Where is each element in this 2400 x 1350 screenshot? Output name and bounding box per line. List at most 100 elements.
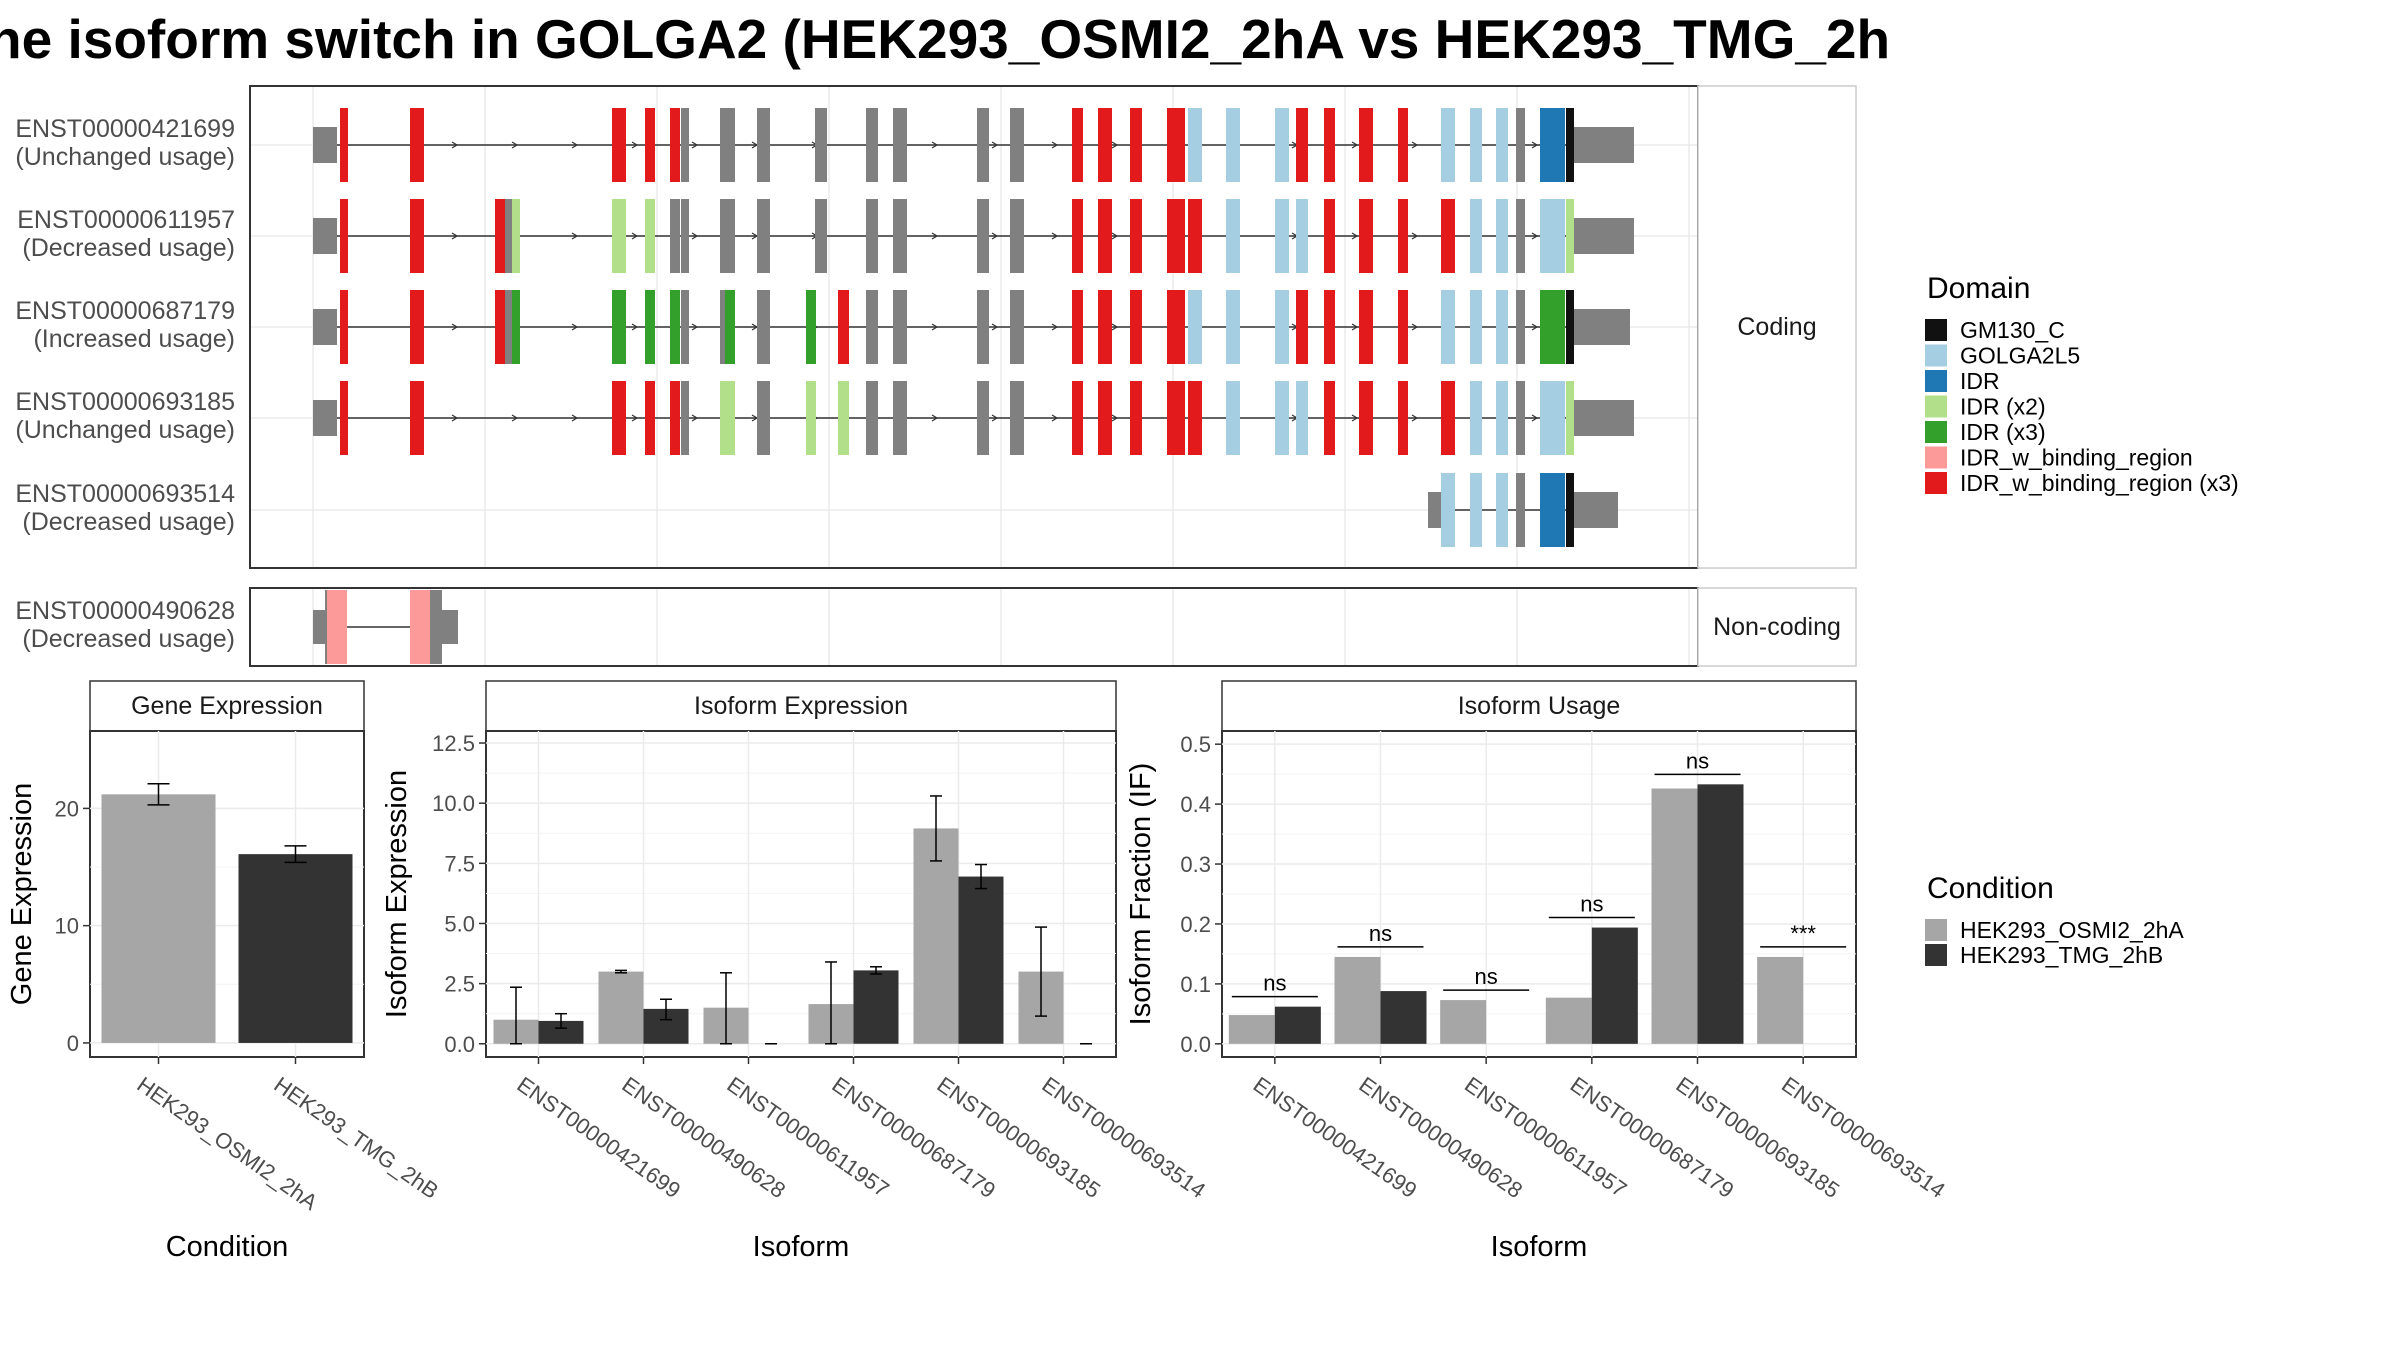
intron-arrow: [451, 414, 459, 422]
bar: [1440, 1000, 1487, 1044]
domain-block: [1441, 381, 1455, 455]
exon-block: [757, 199, 770, 273]
domain-block: [1072, 381, 1083, 455]
bar: [1591, 927, 1638, 1044]
domain-block: [1275, 108, 1289, 182]
domain-block: [1188, 290, 1202, 364]
exon-block: [681, 108, 689, 182]
intron-arrow: [991, 232, 999, 240]
domain-block: [1275, 381, 1289, 455]
bar: [913, 828, 959, 1044]
domain-block: [1167, 199, 1185, 273]
domain-block: [1324, 108, 1335, 182]
significance-label: ns: [1263, 971, 1286, 996]
exon-block: [815, 108, 827, 182]
utr-block: [313, 127, 337, 163]
x-axis-title: Isoform: [1491, 1231, 1588, 1263]
y-axis-title: Gene Expression: [6, 783, 38, 1005]
transcript-id-label: ENST00000693514: [15, 480, 235, 508]
intron-arrow: [931, 232, 939, 240]
bar: [853, 970, 899, 1044]
exon-block: [670, 199, 680, 273]
chart-strip: [485, 680, 1117, 732]
domain-block: [806, 290, 816, 364]
utr-block: [1574, 309, 1630, 345]
y-tick-label: 0.0: [444, 1032, 475, 1057]
domain-legend-swatch: [1925, 446, 1947, 469]
intron-arrow: [691, 141, 699, 149]
domain-block: [340, 290, 348, 364]
y-tick-label: 0.0: [1180, 1032, 1211, 1057]
bar: [238, 854, 353, 1043]
domain-block: [495, 199, 505, 273]
exon-block: [681, 199, 689, 273]
exon-block: [432, 590, 442, 664]
exon-block: [757, 381, 770, 455]
bar: [538, 1020, 584, 1044]
bar: [598, 971, 644, 1044]
domain-block: [1130, 290, 1142, 364]
exon-block: [977, 108, 989, 182]
domain-block: [1359, 290, 1373, 364]
domain-block: [1398, 108, 1408, 182]
domain-block: [1496, 199, 1508, 273]
domain-block: [410, 199, 424, 273]
transcript-usage-label: (Decreased usage): [22, 234, 235, 262]
transcript-usage-label: (Increased usage): [33, 325, 235, 353]
domain-block: [1098, 108, 1112, 182]
domain-block: [1226, 199, 1240, 273]
domain-block: [512, 290, 520, 364]
intron-arrow: [571, 414, 579, 422]
intron-arrow: [631, 232, 639, 240]
domain-block: [1496, 108, 1508, 182]
domain-block: [410, 108, 424, 182]
noncoding-strip: [1697, 587, 1857, 667]
domain-block: [612, 381, 626, 455]
bar: [1380, 991, 1427, 1044]
domain-block: [1441, 473, 1455, 547]
intron-arrow: [571, 141, 579, 149]
condition-legend-swatch: [1925, 944, 1947, 966]
domain-block: [1275, 199, 1289, 273]
exon-block: [1516, 290, 1525, 364]
intron-arrow: [511, 414, 519, 422]
domain-legend-label: IDR (x2): [1960, 394, 2046, 420]
intron-arrow: [1531, 323, 1539, 331]
condition-legend-swatch: [1925, 919, 1947, 941]
intron-arrow: [931, 323, 939, 331]
chart-strip: [89, 680, 365, 732]
intron-arrow: [1531, 141, 1539, 149]
significance-label: ns: [1686, 748, 1709, 773]
domain-block: [838, 381, 849, 455]
intron-arrow: [571, 232, 579, 240]
intron-arrow: [691, 414, 699, 422]
domain-legend-title: Domain: [1927, 272, 2030, 305]
domain-legend-label: IDR: [1960, 368, 2000, 394]
domain-block: [1540, 290, 1565, 364]
domain-block: [1324, 290, 1335, 364]
y-tick-label: 10.0: [432, 791, 475, 816]
intron-arrow: [451, 232, 459, 240]
intron-arrow: [1051, 232, 1059, 240]
intron-arrow: [931, 141, 939, 149]
domain-block: [410, 590, 430, 664]
domain-block: [1296, 199, 1308, 273]
transcript-id-label: ENST00000490628: [15, 597, 235, 625]
intron-arrow: [1351, 141, 1359, 149]
domain-block: [1566, 108, 1574, 182]
chart-title: Isoform Usage: [1458, 692, 1621, 720]
domain-legend-swatch: [1925, 319, 1947, 341]
utr-block: [440, 610, 458, 644]
domain-block: [1470, 381, 1482, 455]
domain-block: [612, 108, 626, 182]
intron-arrow: [1411, 323, 1419, 331]
bar: [101, 794, 216, 1043]
exon-block: [504, 290, 512, 364]
y-tick-label: 0.3: [1180, 852, 1211, 877]
intron-arrow: [691, 232, 699, 240]
intron-arrow: [631, 323, 639, 331]
intron-arrow: [1111, 232, 1119, 240]
domain-block: [645, 290, 655, 364]
gene-expression-chart: Gene Expression01020HEK293_OSMI2_2hAHEK2…: [6, 680, 443, 1263]
domain-block: [1359, 108, 1373, 182]
